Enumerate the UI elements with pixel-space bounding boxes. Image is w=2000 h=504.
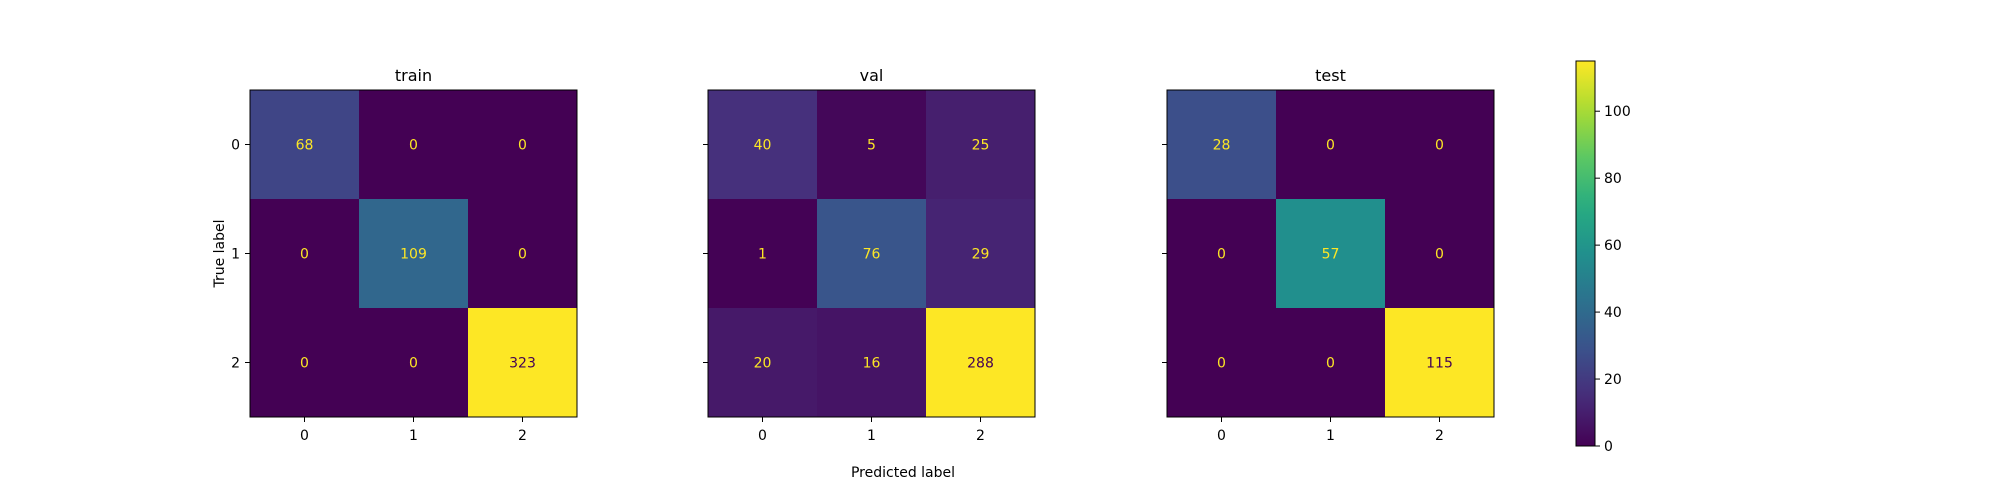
- test-value-r0-c0: 28: [1213, 138, 1231, 154]
- train-cell-r2-c0: [250, 308, 360, 418]
- test-value-r2-c1: 0: [1326, 356, 1335, 372]
- colorbar-tick-label-4: 80: [1604, 171, 1622, 187]
- train-value-r0-c0: 68: [296, 138, 314, 154]
- val-cell-r2-c1: [817, 308, 927, 418]
- val-cell-r0-c1: [817, 90, 927, 200]
- val-cell-r1-c0: [708, 199, 818, 309]
- train-cell-r2-c1: [359, 308, 469, 418]
- train-value-r1-c0: 0: [300, 247, 309, 263]
- train-cell-r2-c2: [468, 308, 578, 418]
- test-cell-r0-c0: [1167, 90, 1277, 200]
- test-cell-r2-c1: [1276, 308, 1386, 418]
- val-value-r1-c2: 29: [972, 247, 990, 263]
- train-value-r2-c0: 0: [300, 356, 309, 372]
- colorbar-tick-label-5: 100: [1604, 104, 1631, 120]
- test-cell-r0-c1: [1276, 90, 1386, 200]
- test-cell-r1-c2: [1385, 199, 1495, 309]
- train-value-r1-c2: 0: [518, 247, 527, 263]
- train-value-r1-c1: 109: [400, 247, 427, 263]
- train-cell-r0-c2: [468, 90, 578, 200]
- val-cell-r2-c2: [926, 308, 1036, 418]
- test-value-r1-c2: 0: [1435, 247, 1444, 263]
- train-cell-r1-c0: [250, 199, 360, 309]
- val-value-r0-c2: 25: [972, 138, 990, 154]
- test-value-r1-c0: 0: [1217, 247, 1226, 263]
- train-value-r0-c2: 0: [518, 138, 527, 154]
- val-cell-r1-c1: [817, 199, 927, 309]
- val-value-r0-c0: 40: [754, 138, 772, 154]
- val-value-r2-c1: 16: [863, 356, 881, 372]
- val-value-r1-c1: 76: [863, 247, 881, 263]
- test-x-tick-label-2: 2: [1435, 428, 1444, 444]
- val-title: val: [860, 66, 884, 85]
- test-value-r0-c2: 0: [1435, 138, 1444, 154]
- colorbar-tick-label-2: 40: [1604, 305, 1622, 321]
- test-cell-r0-c2: [1385, 90, 1495, 200]
- colorbar-tick-label-1: 20: [1604, 372, 1622, 388]
- x-axis-label: Predicted label: [851, 465, 955, 481]
- train-x-tick-label-2: 2: [518, 428, 527, 444]
- colorbar: [1575, 60, 1596, 447]
- test-value-r2-c2: 115: [1426, 356, 1453, 372]
- y-axis-label: True label: [212, 219, 228, 288]
- test-value-r0-c1: 0: [1326, 138, 1335, 154]
- val-x-tick-label-1: 1: [867, 428, 876, 444]
- colorbar-tick-label-0: 0: [1604, 439, 1613, 455]
- test-cell-r2-c2: [1385, 308, 1495, 418]
- train-value-r0-c1: 0: [409, 138, 418, 154]
- train-cell-r0-c1: [359, 90, 469, 200]
- test-x-tick-label-0: 0: [1217, 428, 1226, 444]
- colorbar-tick-label-3: 60: [1604, 238, 1622, 254]
- test-value-r2-c0: 0: [1217, 356, 1226, 372]
- val-cell-r1-c2: [926, 199, 1036, 309]
- val-x-tick-label-0: 0: [758, 428, 767, 444]
- train-x-tick-label-1: 1: [409, 428, 418, 444]
- val-cell-r0-c0: [708, 90, 818, 200]
- test-cell-r2-c0: [1167, 308, 1277, 418]
- train-x-tick-label-0: 0: [300, 428, 309, 444]
- val-x-tick-label-2: 2: [976, 428, 985, 444]
- test-value-r1-c1: 57: [1322, 247, 1340, 263]
- val-value-r2-c2: 288: [967, 356, 994, 372]
- val-cell-r2-c0: [708, 308, 818, 418]
- train-cell-r1-c1: [359, 199, 469, 309]
- val-value-r2-c0: 20: [754, 356, 772, 372]
- test-title: test: [1315, 66, 1346, 85]
- val-value-r1-c0: 1: [758, 247, 767, 263]
- test-x-tick-label-1: 1: [1326, 428, 1335, 444]
- val-value-r0-c1: 5: [867, 138, 876, 154]
- train-y-tick-label-1: 1: [231, 247, 240, 263]
- test-cell-r1-c0: [1167, 199, 1277, 309]
- train-value-r2-c1: 0: [409, 356, 418, 372]
- train-cell-r0-c0: [250, 90, 360, 200]
- train-y-tick-label-2: 2: [231, 356, 240, 372]
- train-cell-r1-c2: [468, 199, 578, 309]
- train-y-tick-label-0: 0: [231, 138, 240, 154]
- val-cell-r0-c2: [926, 90, 1036, 200]
- train-value-r2-c2: 323: [509, 356, 536, 372]
- test-cell-r1-c1: [1276, 199, 1386, 309]
- train-title: train: [395, 66, 432, 85]
